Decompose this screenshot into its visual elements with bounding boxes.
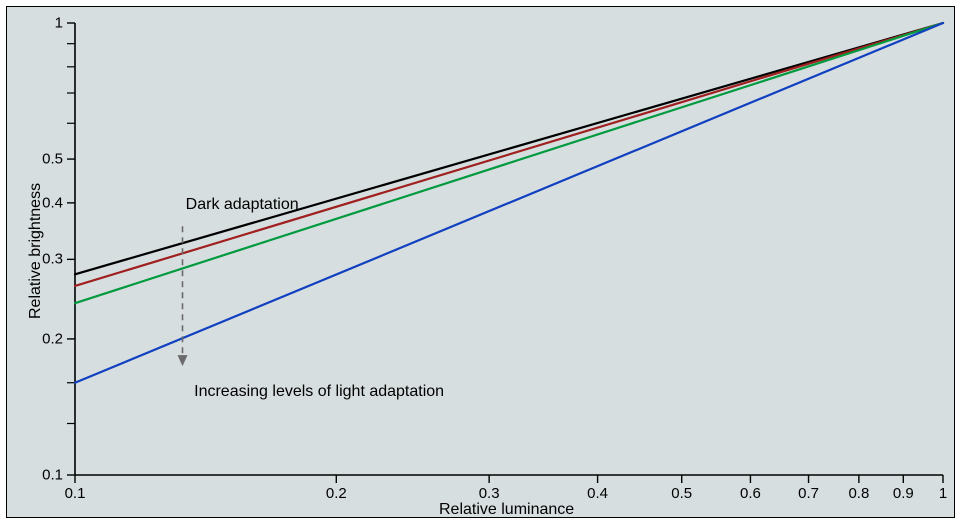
x-tick-label: 0.9 <box>893 485 914 502</box>
series-line-mid2 <box>75 23 943 303</box>
x-tick-label: 0.7 <box>798 485 819 502</box>
dark-adaptation-label: Dark adaptation <box>186 196 299 214</box>
x-tick-label: 0.1 <box>65 485 86 502</box>
chart-svg <box>7 7 956 519</box>
chart-frame: 0.10.20.30.40.50.60.70.80.910.10.20.30.4… <box>6 6 955 518</box>
y-tick-label: 1 <box>37 15 63 32</box>
y-tick-label: 0.5 <box>37 151 63 168</box>
x-axis-label: Relative luminance <box>439 501 574 519</box>
series-line-mid1 <box>75 23 943 286</box>
x-tick-label: 0.5 <box>671 485 692 502</box>
light-adaptation-label: Increasing levels of light adaptation <box>194 383 444 401</box>
series-line-dark-adaptation <box>75 23 943 274</box>
x-tick-label: 0.4 <box>587 485 608 502</box>
y-tick-label: 0.1 <box>37 467 63 484</box>
x-tick-label: 1 <box>939 485 947 502</box>
x-tick-label: 0.6 <box>740 485 761 502</box>
y-tick-label: 0.2 <box>37 330 63 347</box>
annotation-arrow-head <box>178 355 188 366</box>
y-axis-label: Relative brightness <box>27 183 45 319</box>
x-tick-label: 0.3 <box>479 485 500 502</box>
x-tick-label: 0.2 <box>326 485 347 502</box>
x-tick-label: 0.8 <box>848 485 869 502</box>
